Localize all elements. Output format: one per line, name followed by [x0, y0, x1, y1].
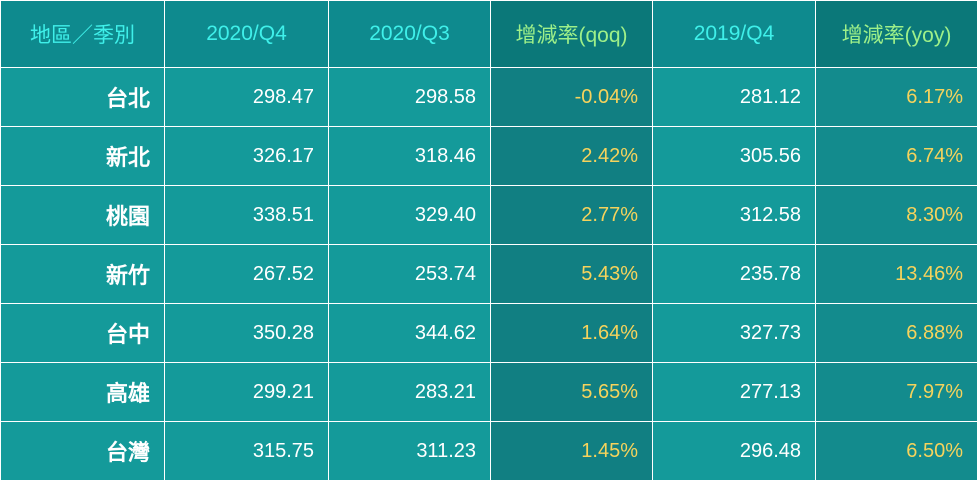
table-header: 地區／季別 2020/Q4 2020/Q3 增減率(qoq) 2019/Q4 增… — [0, 0, 977, 68]
yoy-rate: 8.30% — [815, 185, 977, 245]
qoq-rate: -0.04% — [490, 67, 653, 127]
value-2020-q3: 283.21 — [328, 362, 491, 422]
table-row: 桃園 338.51 329.40 2.77% 312.58 8.30% — [0, 185, 977, 245]
qoq-rate: 2.42% — [490, 126, 653, 186]
value-2020-q3: 298.58 — [328, 67, 491, 127]
table-row: 台北 298.47 298.58 -0.04% 281.12 6.17% — [0, 67, 977, 127]
region-cell: 新竹 — [0, 244, 165, 304]
value-2020-q4: 299.21 — [164, 362, 329, 422]
value-2019-q4: 277.13 — [652, 362, 816, 422]
qoq-rate: 1.45% — [490, 421, 653, 481]
header-yoy: 增減率(yoy) — [815, 0, 977, 68]
table-row: 台灣 315.75 311.23 1.45% 296.48 6.50% — [0, 421, 977, 481]
value-2019-q4: 327.73 — [652, 303, 816, 363]
yoy-rate: 6.74% — [815, 126, 977, 186]
value-2019-q4: 305.56 — [652, 126, 816, 186]
value-2020-q3: 318.46 — [328, 126, 491, 186]
header-2020-q4: 2020/Q4 — [164, 0, 329, 68]
region-cell: 新北 — [0, 126, 165, 186]
value-2020-q3: 311.23 — [328, 421, 491, 481]
header-2019-q4: 2019/Q4 — [652, 0, 816, 68]
value-2019-q4: 312.58 — [652, 185, 816, 245]
value-2020-q3: 253.74 — [328, 244, 491, 304]
region-cell: 台灣 — [0, 421, 165, 481]
header-row: 地區／季別 2020/Q4 2020/Q3 增減率(qoq) 2019/Q4 增… — [0, 0, 977, 68]
value-2019-q4: 281.12 — [652, 67, 816, 127]
yoy-rate: 6.50% — [815, 421, 977, 481]
value-2020-q3: 329.40 — [328, 185, 491, 245]
region-cell: 桃園 — [0, 185, 165, 245]
value-2020-q3: 344.62 — [328, 303, 491, 363]
region-cell: 台中 — [0, 303, 165, 363]
value-2020-q4: 315.75 — [164, 421, 329, 481]
table-row: 台中 350.28 344.62 1.64% 327.73 6.88% — [0, 303, 977, 363]
value-2020-q4: 267.52 — [164, 244, 329, 304]
qoq-rate: 1.64% — [490, 303, 653, 363]
qoq-rate: 5.43% — [490, 244, 653, 304]
table-row: 新竹 267.52 253.74 5.43% 235.78 13.46% — [0, 244, 977, 304]
value-2020-q4: 338.51 — [164, 185, 329, 245]
qoq-rate: 2.77% — [490, 185, 653, 245]
region-cell: 台北 — [0, 67, 165, 127]
qoq-rate: 5.65% — [490, 362, 653, 422]
header-2020-q3: 2020/Q3 — [328, 0, 491, 68]
value-2020-q4: 298.47 — [164, 67, 329, 127]
value-2020-q4: 350.28 — [164, 303, 329, 363]
value-2019-q4: 296.48 — [652, 421, 816, 481]
table-row: 高雄 299.21 283.21 5.65% 277.13 7.97% — [0, 362, 977, 422]
table-body: 台北 298.47 298.58 -0.04% 281.12 6.17% 新北 … — [0, 67, 977, 481]
header-qoq: 增減率(qoq) — [490, 0, 653, 68]
yoy-rate: 6.88% — [815, 303, 977, 363]
yoy-rate: 13.46% — [815, 244, 977, 304]
yoy-rate: 6.17% — [815, 67, 977, 127]
value-2020-q4: 326.17 — [164, 126, 329, 186]
header-region: 地區／季別 — [0, 0, 165, 68]
table-row: 新北 326.17 318.46 2.42% 305.56 6.74% — [0, 126, 977, 186]
region-cell: 高雄 — [0, 362, 165, 422]
value-2019-q4: 235.78 — [652, 244, 816, 304]
yoy-rate: 7.97% — [815, 362, 977, 422]
